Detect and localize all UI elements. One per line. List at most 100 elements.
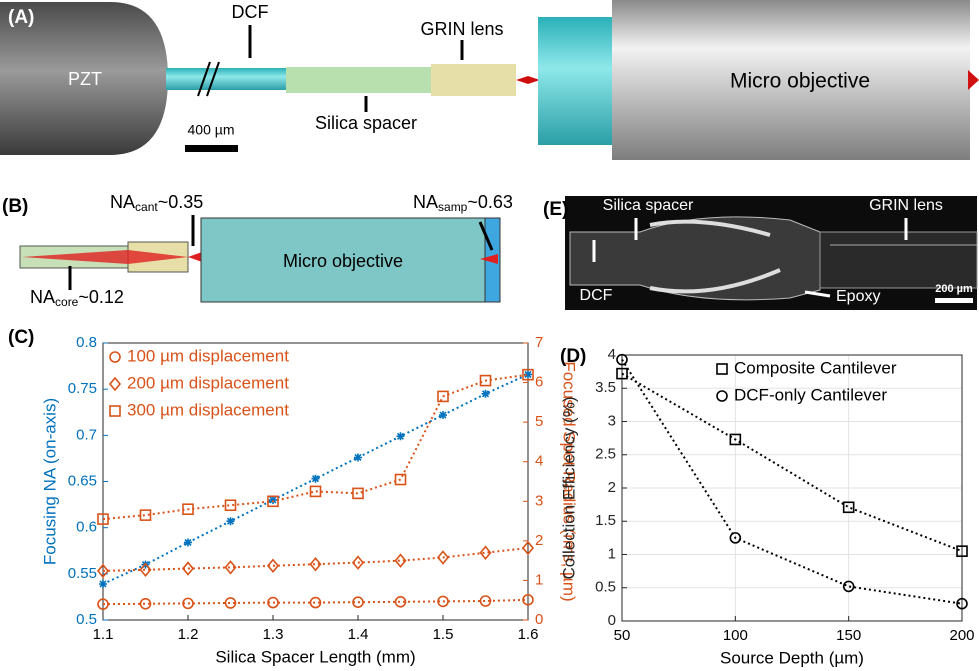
beam [188,252,202,262]
y-tick-label: 2 [608,479,616,496]
legend-marker [110,352,120,362]
data-point [482,390,490,398]
y2-tick-label: 7 [535,334,543,351]
grin-image [820,232,977,288]
x-tick-label: 1.3 [263,626,284,643]
y-tick-label: 3.5 [595,379,616,396]
value: ~0.12 [78,287,124,307]
legend-label: 300 µm displacement [127,400,289,419]
na: NA [413,192,438,212]
data-point [397,432,405,440]
y-tick-label: 0.55 [68,565,97,582]
panel-label: (C) [8,327,34,348]
objective-front [538,17,614,145]
y2-tick-label: 4 [535,453,543,470]
value: ~0.35 [158,192,204,212]
y2-tick-label: 5 [535,413,543,430]
x-tick-label: 100 [723,627,748,644]
scale-bar [185,145,238,152]
x-axis-label: Source Depth (µm) [720,648,864,667]
label: Epoxy [836,288,880,305]
x-axis-label: Silica Spacer Length (mm) [215,647,415,666]
legend-marker [110,406,120,416]
y-axis-label: Collection Efficiency (%) [559,397,578,580]
legend-marker [717,364,727,374]
scale-bar [935,298,973,303]
panel-e: (E) Silica spacer GRIN lens DCF Epoxy 20… [543,196,977,310]
x-tick-label: 200 [949,627,974,644]
legend-label: 200 µm displacement [127,373,289,392]
data-point [354,453,362,461]
data-point [184,538,192,546]
na-label: NAcant~0.35 [110,192,203,214]
data-point [99,580,107,588]
y2-tick-label: 0 [535,611,543,628]
sub: core [55,295,79,309]
legend-label: Composite Cantilever [734,358,897,377]
focus [516,76,540,84]
scale-label: 400 µm [188,122,235,138]
scale-label: 200 µm [935,283,973,295]
x-tick-label: 1.1 [93,626,114,643]
panel-label: (E) [543,199,568,220]
panel-label: (A) [8,7,34,28]
data-point [439,411,447,419]
label: DCF [232,2,269,22]
series-line [103,548,528,571]
label: Silica spacer [603,197,694,214]
series-line [103,600,528,604]
x-tick-label: 1.4 [348,626,369,643]
label: Micro objective [730,70,870,93]
data-point [227,517,235,525]
label: Silica spacer [315,113,417,133]
y-tick-label: 0 [608,612,616,629]
spacer [286,67,431,93]
data-point [353,488,363,498]
legend-marker [110,378,120,390]
legend-marker [717,391,727,401]
x-tick-label: 50 [614,627,631,644]
na-label: NAcore~0.12 [30,287,124,309]
y-tick-label: 0.65 [68,472,97,489]
label: GRIN lens [869,197,943,214]
label: DCF [580,287,613,304]
y-axis-label: Focusing NA (on-axis) [40,398,59,565]
sub: samp [438,200,468,214]
y2-tick-label: 2 [535,532,543,549]
panel-a: (A) PZT DCF GRIN lens Silica spacer 400 … [0,0,979,160]
grin [431,64,516,96]
legend-label: 100 µm displacement [127,346,289,365]
focus [968,70,979,90]
na: NA [110,192,135,212]
y2-tick-label: 3 [535,492,543,509]
label: GRIN lens [420,19,503,39]
x-tick-label: 1.6 [518,626,539,643]
y-tick-label: 4 [608,346,616,363]
y-tick-label: 2.5 [595,446,616,463]
x-tick-label: 1.2 [178,626,199,643]
y-tick-label: 0.5 [595,579,616,596]
data-point [269,496,277,504]
y-tick-label: 0.7 [76,426,97,443]
sub: cant [135,200,158,214]
label: PZT [68,69,102,89]
x-tick-label: 1.5 [433,626,454,643]
y-tick-label: 3 [608,412,616,429]
figure: (A) PZT DCF GRIN lens Silica spacer 400 … [0,0,979,671]
y2-tick-label: 6 [535,374,543,391]
data-point [312,475,320,483]
y-tick-label: 1 [608,545,616,562]
na-label: NAsamp~0.63 [413,192,513,214]
x-tick-label: 150 [836,627,861,644]
y-tick-label: 0.6 [76,519,97,536]
value: ~0.63 [467,192,513,212]
label: Micro objective [283,251,403,271]
panel-b: (B) NAcant~0.35 NAsamp~0.63 NAcore~0.12 … [2,192,513,309]
dcf [166,68,286,90]
legend-label: DCF-only Cantilever [734,385,887,404]
panel-label: (B) [2,196,28,217]
panel-label: (D) [560,346,586,367]
y-tick-label: 1.5 [595,512,616,529]
y-tick-label: 0.75 [68,380,97,397]
y2-tick-label: 1 [535,571,543,588]
